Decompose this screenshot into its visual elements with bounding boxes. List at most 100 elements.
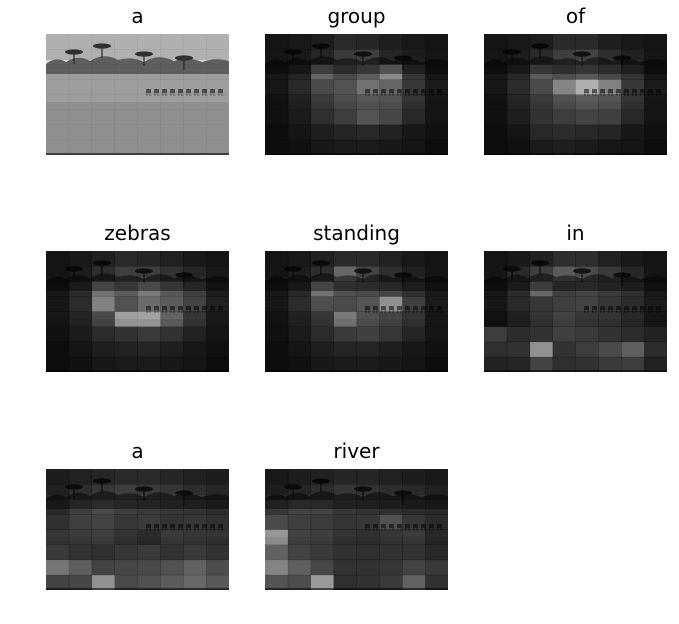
attention-cell	[621, 79, 645, 95]
attention-grid	[46, 251, 229, 372]
attention-cell	[575, 341, 599, 358]
attention-cell	[114, 529, 138, 545]
attention-cell	[114, 469, 138, 485]
attention-cell	[621, 281, 645, 297]
attention-cell	[506, 124, 531, 141]
attention-cell	[529, 266, 553, 282]
attention-cell	[529, 251, 553, 267]
attention-cell	[46, 94, 70, 110]
attention-cell	[91, 559, 115, 576]
attention-cell	[46, 514, 70, 530]
attention-heatmap-5	[265, 251, 448, 372]
attention-cell	[206, 341, 229, 358]
attention-cell	[287, 514, 312, 530]
attention-cell	[621, 94, 645, 110]
attention-cell	[91, 281, 115, 297]
attention-cell	[644, 64, 667, 80]
attention-cell	[310, 109, 334, 126]
attention-cell	[160, 281, 184, 297]
attention-cell	[575, 124, 599, 141]
attention-cell	[333, 499, 357, 515]
attention-cell	[206, 544, 229, 561]
attention-heatmap-7	[46, 469, 229, 590]
attention-cell	[46, 281, 70, 297]
attention-cell	[310, 311, 334, 327]
attention-cell	[333, 341, 357, 358]
attention-cell	[333, 109, 357, 126]
attention-cell	[425, 311, 448, 327]
attention-cell	[644, 266, 667, 282]
attention-cell	[206, 484, 229, 500]
attention-cell	[425, 326, 448, 343]
attention-cell	[575, 266, 599, 282]
attention-cell	[183, 469, 207, 485]
attention-cell	[68, 311, 93, 327]
attention-grid	[46, 34, 229, 155]
attention-cell	[484, 124, 508, 141]
attention-cell	[506, 266, 531, 282]
attention-cell	[68, 109, 93, 126]
attention-cell	[425, 79, 448, 95]
attention-cell	[46, 326, 70, 343]
attention-cell	[265, 79, 289, 95]
attention-cell	[402, 544, 426, 561]
attention-cell	[598, 356, 622, 372]
attention-cell	[91, 139, 115, 155]
attention-cell	[137, 311, 161, 327]
attention-cell	[46, 484, 70, 500]
attention-cell	[265, 559, 289, 576]
attention-cell	[114, 296, 138, 312]
attention-cell	[552, 79, 576, 95]
attention-cell	[137, 499, 161, 515]
attention-cell	[552, 109, 576, 126]
attention-cell	[402, 559, 426, 576]
attention-cell	[506, 341, 531, 358]
attention-cell	[484, 266, 508, 282]
attention-cell	[68, 326, 93, 343]
attention-cell	[160, 529, 184, 545]
attention-cell	[137, 356, 161, 372]
attention-cell	[91, 296, 115, 312]
attention-cell	[68, 281, 93, 297]
attention-cell	[356, 341, 380, 358]
attention-cell	[598, 124, 622, 141]
attention-cell	[206, 499, 229, 515]
attention-cell	[356, 544, 380, 561]
attention-cell	[575, 109, 599, 126]
attention-cell	[575, 64, 599, 80]
attention-cell	[644, 49, 667, 65]
attention-cell	[137, 34, 161, 50]
attention-cell	[183, 34, 207, 50]
attention-cell	[621, 311, 645, 327]
attention-cell	[91, 34, 115, 50]
attention-cell	[46, 124, 70, 141]
attention-cell	[484, 251, 508, 267]
attention-cell	[310, 341, 334, 358]
attention-cell	[206, 79, 229, 95]
attention-cell	[529, 64, 553, 80]
attention-cell	[310, 574, 334, 590]
attention-cell	[506, 34, 531, 50]
attention-cell	[287, 296, 312, 312]
attention-cell	[114, 544, 138, 561]
attention-cell	[379, 109, 403, 126]
attention-cell	[68, 251, 93, 267]
attention-cell	[287, 266, 312, 282]
attention-cell	[379, 356, 403, 372]
attention-cell	[506, 311, 531, 327]
attention-cell	[356, 326, 380, 343]
attention-cell	[91, 529, 115, 545]
attention-cell	[160, 34, 184, 50]
attention-cell	[425, 94, 448, 110]
attention-cell	[91, 514, 115, 530]
attention-cell	[529, 356, 553, 372]
attention-cell	[183, 311, 207, 327]
attention-cell	[552, 311, 576, 327]
attention-cell	[552, 266, 576, 282]
attention-panel-8: river	[265, 439, 448, 590]
attention-heatmap-2	[265, 34, 448, 155]
attention-cell	[91, 341, 115, 358]
attention-cell	[484, 296, 508, 312]
attention-cell	[425, 49, 448, 65]
attention-heatmap-3	[484, 34, 667, 155]
